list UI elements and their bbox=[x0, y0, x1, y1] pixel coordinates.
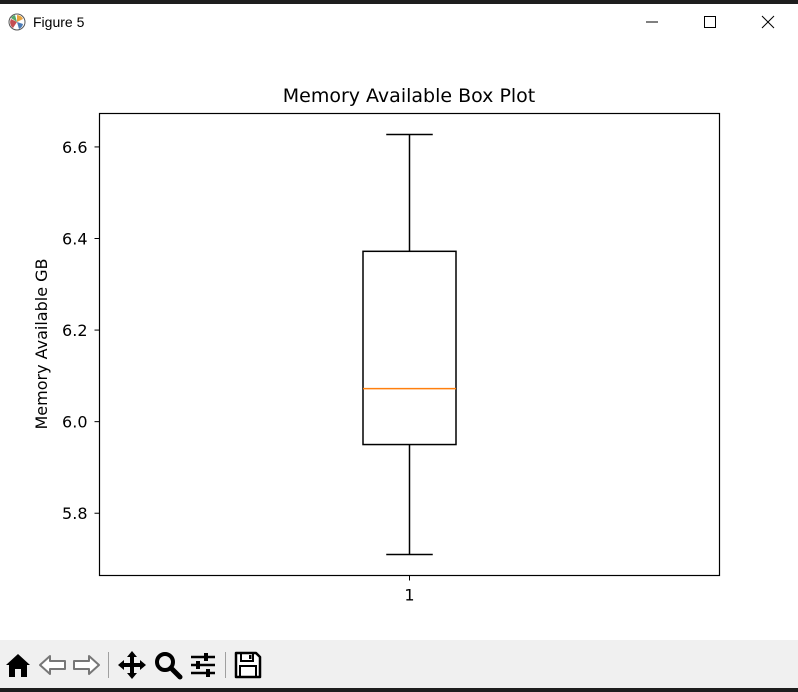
zoom-icon bbox=[155, 652, 183, 680]
back-arrow-icon bbox=[39, 655, 66, 675]
save-button[interactable] bbox=[232, 649, 264, 681]
maximize-button[interactable] bbox=[687, 4, 733, 40]
box-plot-figure: Memory Available Box Plot Memory Availab… bbox=[32, 85, 721, 605]
zoom-button[interactable] bbox=[152, 649, 184, 681]
y-tick-label: 6.0 bbox=[62, 413, 87, 432]
desktop-background-strip bbox=[0, 0, 798, 4]
save-icon bbox=[234, 651, 262, 679]
toolbar-separator bbox=[108, 652, 109, 678]
maximize-icon bbox=[704, 16, 716, 28]
forward-button[interactable] bbox=[70, 649, 102, 681]
close-button[interactable] bbox=[745, 4, 791, 40]
minimize-button[interactable] bbox=[629, 4, 675, 40]
configure-subplots-button[interactable] bbox=[187, 649, 219, 681]
desktop-background-strip bbox=[0, 688, 798, 692]
forward-arrow-icon bbox=[73, 655, 100, 675]
x-tick-label: 1 bbox=[404, 586, 414, 605]
minimize-icon bbox=[646, 21, 658, 23]
pan-icon bbox=[118, 651, 146, 679]
y-tick-label: 6.2 bbox=[62, 321, 87, 340]
navigation-toolbar bbox=[0, 640, 798, 688]
close-icon bbox=[761, 15, 775, 29]
home-icon bbox=[6, 654, 30, 677]
back-button[interactable] bbox=[37, 649, 69, 681]
toolbar-separator bbox=[225, 652, 226, 678]
y-axis-label: Memory Available GB bbox=[32, 258, 51, 429]
matplotlib-logo-icon bbox=[8, 13, 26, 31]
window-title: Figure 5 bbox=[33, 14, 85, 30]
configure-subplots-icon bbox=[191, 653, 215, 677]
home-button[interactable] bbox=[2, 649, 34, 681]
pan-button[interactable] bbox=[116, 649, 148, 681]
y-tick-label: 6.6 bbox=[62, 138, 87, 157]
y-tick-label: 6.4 bbox=[62, 230, 87, 249]
window-titlebar: Figure 5 bbox=[0, 4, 798, 40]
box-iqr bbox=[362, 250, 457, 446]
chart-title: Memory Available Box Plot bbox=[283, 85, 536, 107]
y-tick-label: 5.8 bbox=[62, 504, 87, 523]
